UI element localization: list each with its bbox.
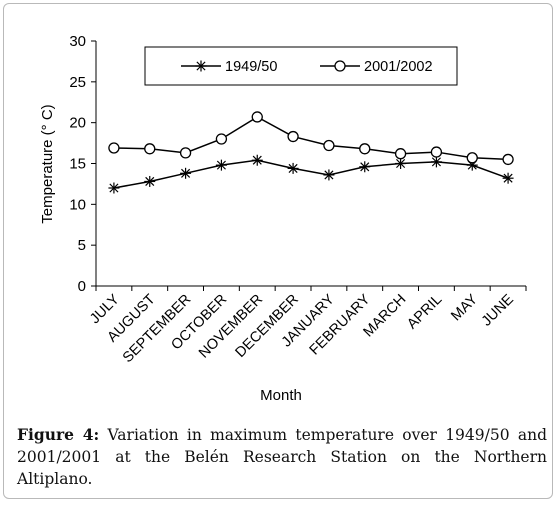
data-point-circle <box>179 147 192 159</box>
star-stroke <box>145 176 155 187</box>
legend: 1949/50 2001/2002 <box>144 46 458 86</box>
star-stroke <box>360 162 370 172</box>
caption-text: Variation in maximum temperature over 19… <box>17 426 547 488</box>
data-point-circle <box>108 142 120 154</box>
data-point-circle <box>215 133 228 145</box>
data-point-star <box>251 154 263 166</box>
data-point-circle <box>251 111 263 123</box>
data-point-star <box>430 156 442 168</box>
series-line <box>113 116 509 161</box>
y-tick-label: 30 <box>69 33 86 50</box>
star-stroke <box>503 173 513 183</box>
data-point-circle <box>394 148 407 160</box>
line-chart: Temperature (° C) Month 0 5 10 15 20 25 30 JUL… <box>39 33 527 404</box>
star-stroke <box>181 168 191 178</box>
data-point-star <box>108 182 120 194</box>
legend-items: 1949/50 2001/2002 <box>181 59 433 75</box>
star-stroke <box>109 183 119 193</box>
x-tick-label: JUNE <box>479 291 517 329</box>
data-point-circle <box>323 139 335 152</box>
y-tick-label: 5 <box>78 237 86 254</box>
legend-marker-circle <box>334 60 346 72</box>
star-stroke <box>252 155 262 165</box>
series-star <box>108 154 514 194</box>
figure-caption: Figure 4: Variation in maximum temperatu… <box>17 424 547 490</box>
star-stroke <box>396 158 406 169</box>
y-tick-label: 20 <box>69 115 86 132</box>
data-point-circle <box>430 146 443 158</box>
star-stroke <box>324 170 334 180</box>
series-circle <box>108 111 514 166</box>
y-tick-label: 10 <box>69 196 86 213</box>
legend-label: 1949/50 <box>225 59 277 75</box>
data-point-circle <box>144 143 156 155</box>
star-stroke <box>196 61 206 71</box>
star-stroke <box>288 163 298 173</box>
data-point-circle <box>287 130 299 143</box>
y-tick-label: 15 <box>69 156 86 173</box>
x-tick-label: MAY <box>448 291 481 324</box>
figure-frame <box>3 3 553 499</box>
data-point-star <box>395 158 407 169</box>
y-tick-label: 0 <box>78 278 86 295</box>
legend-item: 2001/2002 <box>320 59 433 75</box>
x-axis-ticks: JULYAUGUSTSEPTEMBEROCTOBERNOVEMBERDECEMB… <box>87 286 527 366</box>
x-axis-label: Month <box>260 387 302 404</box>
legend-item: 1949/50 <box>181 59 277 75</box>
series-line <box>113 159 509 189</box>
legend-label: 2001/2002 <box>364 59 433 75</box>
data-point-circle <box>359 143 371 155</box>
series-layer <box>108 111 514 194</box>
data-point-star <box>323 169 335 181</box>
star-stroke <box>431 157 441 167</box>
y-axis-ticks: 0 5 10 15 20 25 30 <box>69 33 96 295</box>
data-point-star <box>359 161 371 173</box>
y-axis-label: Temperature (° C) <box>39 104 56 223</box>
data-point-star <box>215 159 227 171</box>
data-point-star <box>195 60 207 72</box>
data-point-star <box>144 175 156 187</box>
data-point-star <box>502 172 514 184</box>
data-point-circle <box>502 153 514 166</box>
star-stroke <box>216 160 226 170</box>
caption-label: Figure 4: <box>17 425 100 444</box>
legend-box <box>144 46 458 86</box>
x-tick-label: APRIL <box>404 292 445 333</box>
data-point-star <box>287 162 299 174</box>
data-point-star <box>180 167 192 179</box>
data-point-circle <box>466 152 478 164</box>
y-tick-label: 25 <box>69 74 86 91</box>
